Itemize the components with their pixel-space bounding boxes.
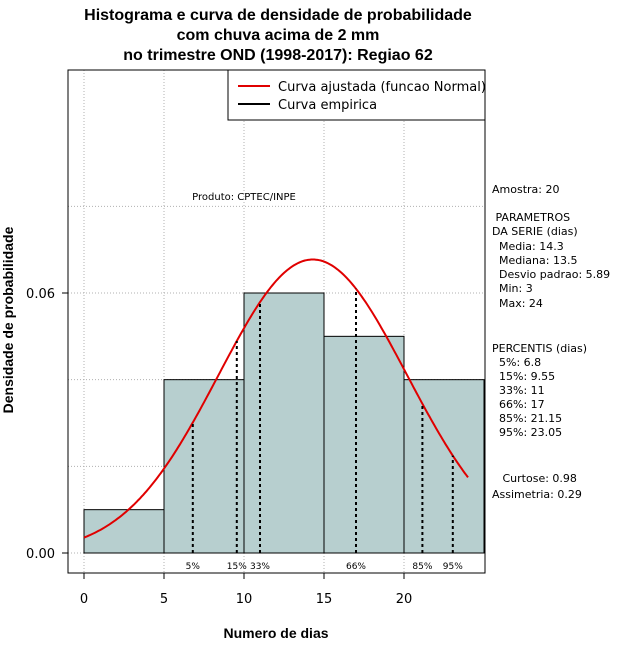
percentis-title: PERCENTIS (dias): [492, 342, 588, 355]
legend-fitted-label: Curva ajustada (funcao Normal): [278, 80, 486, 95]
percentile-label: 85%: [412, 562, 432, 572]
x-tick-label: 5: [160, 592, 168, 607]
x-axis-label: Numero de dias: [223, 625, 328, 641]
histogram-bar: [323, 335, 405, 554]
stat-min: Min: 3: [492, 282, 533, 295]
percentil-5: 5%: 6.8: [492, 356, 542, 369]
y-tick-label: 0.06: [26, 287, 55, 302]
sample-size: Amostra: 20: [492, 183, 560, 196]
legend-box: [227, 69, 486, 121]
chart-title-line-3: no trimestre OND (1998-2017): Regiao 62: [123, 47, 433, 64]
percentile-label: 95%: [443, 562, 463, 572]
x-tick-label: 20: [396, 592, 413, 607]
percentile-label: 66%: [346, 562, 366, 572]
percentile-label: 5%: [186, 562, 201, 572]
stat-curtose: Curtose: 0.98: [492, 472, 577, 485]
percentil-15: 15%: 9.55: [492, 370, 556, 383]
chart-title-line-2: com chuva acima de 2 mm: [176, 27, 380, 44]
percentile-label: 15%: [227, 562, 247, 572]
watermark-text: Produto: CPTEC/INPE: [192, 192, 296, 203]
stat-media: Media: 14.3: [492, 240, 564, 253]
params-title-1: PARAMETROS: [492, 211, 571, 224]
percentil-95: 95%: 23.05: [492, 426, 563, 439]
percentil-85: 85%: 21.15: [492, 412, 563, 425]
params-title-2: DA SERIE (dias): [492, 225, 578, 238]
chart-title-line-1: Histograma e curva de densidade de proba…: [84, 7, 472, 24]
stat-mediana: Mediana: 13.5: [492, 254, 578, 267]
histogram-bar: [163, 379, 245, 554]
y-axis-label: Densidade de probabilidade: [0, 226, 16, 413]
x-tick-label: 10: [236, 592, 253, 607]
legend: Curva ajustada (funcao Normal) Curva emp…: [227, 69, 486, 121]
percentil-66: 66%: 17: [492, 398, 545, 411]
legend-empirical-label: Curva empirica: [278, 98, 377, 113]
fitted-normal-curve: [83, 258, 469, 539]
percentile-label: 33%: [250, 562, 270, 572]
stat-assimetria: Assimetria: 0.29: [492, 488, 582, 501]
histogram-bar: [243, 292, 325, 554]
x-tick-label: 0: [80, 592, 88, 607]
histogram-bar: [403, 379, 485, 554]
stat-max: Max: 24: [492, 297, 543, 310]
x-tick-label: 15: [316, 592, 333, 607]
stat-desvio: Desvio padrao: 5.89: [492, 268, 611, 281]
percentil-33: 33%: 11: [492, 384, 545, 397]
y-tick-label: 0.00: [26, 547, 55, 562]
